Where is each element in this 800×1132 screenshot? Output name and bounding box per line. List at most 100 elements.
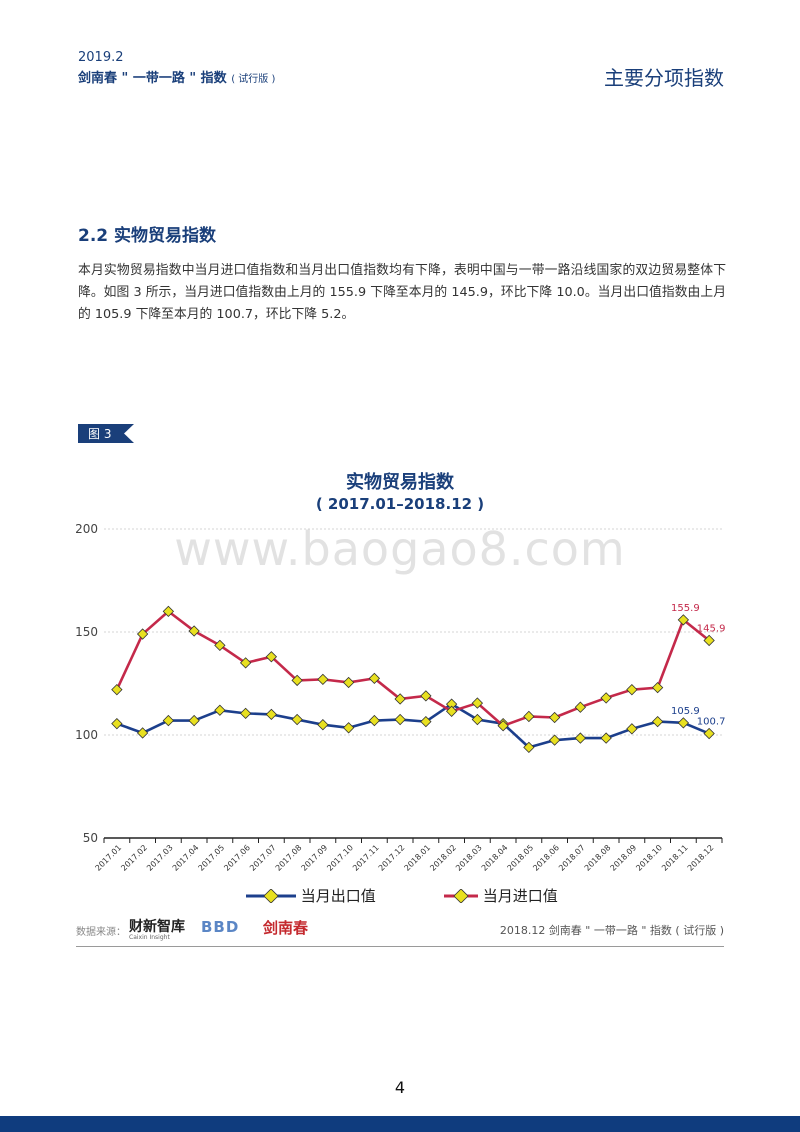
data-point <box>214 704 226 716</box>
x-tick-label: 2017.01 <box>94 843 124 873</box>
data-point <box>445 705 458 717</box>
data-point <box>394 713 406 726</box>
data-point <box>317 673 329 686</box>
data-point <box>136 727 149 739</box>
data-point <box>600 692 612 704</box>
data-point <box>368 714 381 727</box>
legend-export: 当月出口值 <box>246 885 376 906</box>
legend-import-swatch <box>444 888 478 904</box>
data-point <box>239 707 252 720</box>
data-point <box>111 684 123 696</box>
x-tick-label: 2017.08 <box>274 843 304 873</box>
header-section-label: 主要分项指数 <box>604 66 724 90</box>
data-point <box>600 732 612 744</box>
data-point <box>394 693 406 705</box>
data-point <box>162 605 175 618</box>
data-point <box>239 657 252 669</box>
data-point <box>677 717 690 729</box>
x-tick-label: 2018.09 <box>609 843 639 873</box>
data-point <box>703 634 715 647</box>
x-tick-label: 2018.02 <box>428 843 458 873</box>
y-tick-label: 200 <box>75 522 98 536</box>
data-point <box>420 715 432 728</box>
data-point <box>291 713 303 726</box>
x-tick-label: 2018.12 <box>686 843 716 873</box>
data-point <box>497 720 509 732</box>
header-title-text: 剑南春 " 一带一路 " 指数 <box>78 71 227 86</box>
x-tick-label: 2017.07 <box>248 843 278 873</box>
x-tick-label: 2018.03 <box>454 843 484 873</box>
watermark: www.baogao8.com <box>174 522 626 576</box>
caixin-logo: 财新智库 Caixin Insight <box>129 916 185 941</box>
data-point <box>420 690 432 702</box>
line-chart: 501001502002017.012017.022017.032017.042… <box>75 522 726 873</box>
data-point <box>291 674 303 687</box>
legend-export-label: 当月出口值 <box>300 887 376 905</box>
x-tick-label: 2017.10 <box>325 843 355 873</box>
data-point <box>265 708 278 721</box>
y-tick-label: 50 <box>83 831 98 845</box>
data-label: 105.9 <box>671 706 700 717</box>
data-label: 100.7 <box>697 717 726 728</box>
series-line-2 <box>115 610 710 728</box>
data-point <box>626 723 638 735</box>
data-point <box>136 628 149 640</box>
data-point <box>626 684 638 696</box>
data-point <box>111 718 123 730</box>
x-tick-label: 2017.11 <box>351 843 381 873</box>
x-tick-label: 2018.04 <box>480 843 510 873</box>
page-number: 4 <box>394 1078 406 1097</box>
legend-import: 当月进口值 <box>444 885 558 906</box>
data-point <box>214 639 226 652</box>
data-point <box>162 714 175 727</box>
data-point <box>574 732 587 744</box>
section-paragraph: 本月实物贸易指数中当月进口值指数和当月出口值指数均有下降，表明中国与一带一路沿线… <box>78 263 726 322</box>
data-point <box>368 672 381 685</box>
data-point <box>471 697 484 709</box>
chart-title: 实物贸易指数 <box>346 472 454 493</box>
data-point <box>188 625 200 637</box>
x-tick-label: 2018.07 <box>557 843 587 873</box>
source-label: 数据来源： <box>76 927 126 938</box>
x-tick-label: 2017.05 <box>197 843 227 873</box>
x-tick-label: 2017.09 <box>300 843 330 873</box>
footer-report-title: 2018.12 剑南春 " 一带一路 " 指数 ( 试行版 ) <box>499 924 724 937</box>
figure-tag-shape <box>78 424 134 443</box>
data-point <box>445 698 458 710</box>
data-point <box>342 676 355 689</box>
x-tick-label: 2018.10 <box>634 843 664 873</box>
data-point <box>548 734 561 746</box>
section-title: 2.2 实物贸易指数 <box>78 226 217 246</box>
x-tick-label: 2017.02 <box>119 843 149 873</box>
chart-subtitle: ( 2017.01–2018.12 ) <box>315 495 485 513</box>
footer-divider <box>76 946 724 947</box>
header-year: 2019.2 <box>78 50 124 65</box>
data-point <box>523 741 535 754</box>
series-line-1 <box>116 702 710 749</box>
x-tick-label: 2018.05 <box>506 843 536 873</box>
header-title-note: ( 试行版 ) <box>231 74 276 85</box>
x-tick-label: 2018.01 <box>403 843 433 873</box>
data-point <box>651 681 664 694</box>
bbd-logo: BBD <box>201 918 240 936</box>
y-tick-label: 150 <box>75 625 98 639</box>
figure-tag-label: 图 3 <box>88 427 112 441</box>
data-point <box>317 719 329 731</box>
data-point <box>342 722 355 734</box>
header-title: 剑南春 " 一带一路 " 指数 ( 试行版 ) <box>78 67 275 86</box>
x-tick-label: 2018.06 <box>531 843 561 873</box>
x-tick-label: 2017.06 <box>222 843 252 873</box>
data-point <box>188 714 200 727</box>
data-point <box>677 614 690 626</box>
data-label: 155.9 <box>671 603 700 614</box>
legend-export-swatch <box>246 888 296 904</box>
data-point <box>651 715 664 728</box>
jiannanchun-logo: 剑南春 <box>263 919 309 937</box>
y-tick-label: 100 <box>75 728 98 742</box>
caixin-logo-sub: Caixin Insight <box>129 934 170 941</box>
x-tick-label: 2017.03 <box>145 843 175 873</box>
data-point <box>265 651 278 663</box>
data-label: 145.9 <box>697 623 726 634</box>
data-point <box>574 701 587 713</box>
x-tick-label: 2018.08 <box>583 843 613 873</box>
